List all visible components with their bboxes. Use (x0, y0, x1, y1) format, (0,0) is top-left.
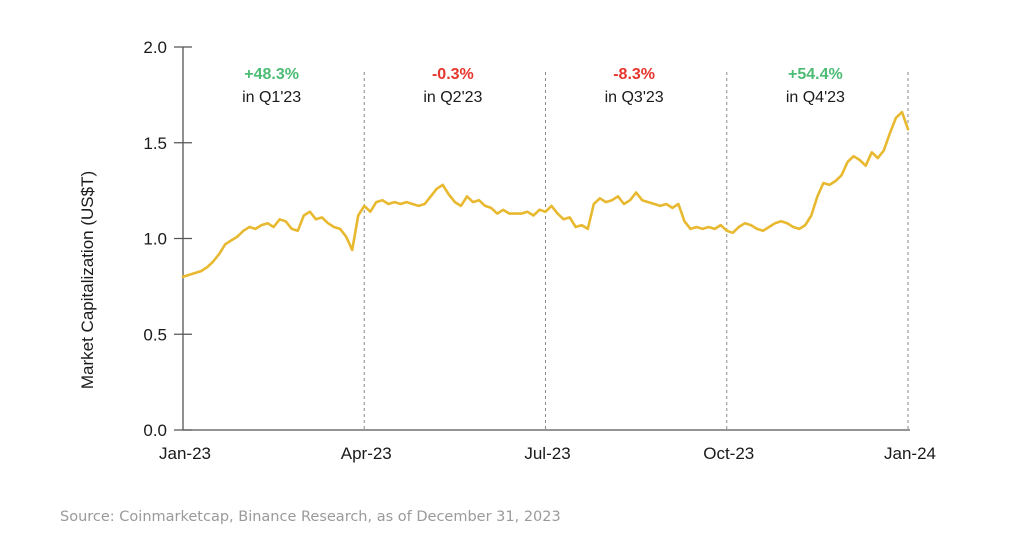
x-tick-label: Jan-23 (159, 444, 211, 463)
y-tick-label: 2.0 (143, 38, 167, 57)
series-line-market-cap (181, 110, 910, 279)
x-tick-label: Apr-23 (341, 444, 392, 463)
x-tick-label: Jul-23 (524, 444, 570, 463)
quarter-change-label: in Q3'23 (605, 89, 664, 106)
quarter-change-value: +54.4% (788, 66, 843, 83)
y-tick-label: 0.0 (143, 421, 167, 440)
quarter-annotations: +48.3% in Q1'23 -0.3% in Q2'23 -8.3% in Q3'23… (242, 66, 845, 106)
market-cap-chart: 0.0 0.5 1.0 1.5 2.0 Jan-23 Apr-23 Jul-23 Oct-23… (78, 38, 936, 463)
source-note: Source: Coinmarketcap, Binance Research,… (60, 509, 561, 525)
quarter-change-value: +48.3% (244, 66, 299, 83)
x-ticks: Jan-23 Apr-23 Jul-23 Oct-23 Jan-24 (159, 444, 936, 463)
y-ticks: 0.0 0.5 1.0 1.5 2.0 (143, 38, 192, 440)
y-tick-label: 1.0 (143, 230, 167, 249)
quarter-change-value: -0.3% (432, 66, 474, 83)
y-axis-label: Market Capitalization (US$T) (78, 171, 97, 389)
quarter-change-label: in Q2'23 (423, 89, 482, 106)
quarter-change-value: -8.3% (613, 66, 655, 83)
y-tick-label: 0.5 (143, 325, 167, 344)
y-tick-label: 1.5 (143, 134, 167, 153)
quarter-change-label: in Q1'23 (242, 89, 301, 106)
series-group (181, 110, 910, 279)
x-tick-label: Jan-24 (884, 444, 936, 463)
quarter-change-label: in Q4'23 (786, 89, 845, 106)
quarter-dividers (363, 72, 909, 430)
x-tick-label: Oct-23 (703, 444, 754, 463)
